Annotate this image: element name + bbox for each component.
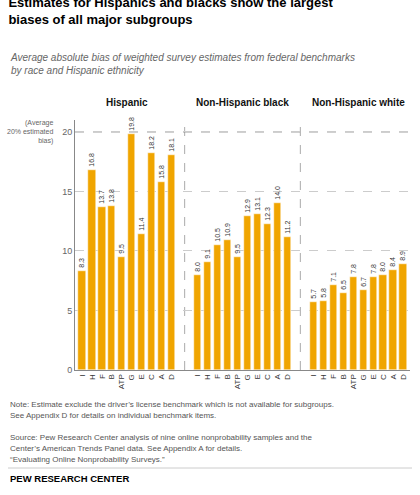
svg-text:See Appendix D for details on: See Appendix D for details on individual… bbox=[10, 411, 216, 420]
svg-text:I: I bbox=[309, 374, 318, 376]
svg-text:10: 10 bbox=[62, 246, 72, 256]
svg-text:8.9: 8.9 bbox=[399, 251, 406, 261]
svg-text:6.7: 6.7 bbox=[360, 277, 367, 287]
svg-text:H: H bbox=[203, 374, 212, 380]
svg-text:7.8: 7.8 bbox=[370, 264, 377, 274]
svg-text:13.1: 13.1 bbox=[254, 197, 261, 211]
svg-text:20: 20 bbox=[62, 127, 72, 137]
svg-text:9.5: 9.5 bbox=[234, 244, 241, 254]
svg-text:11.4: 11.4 bbox=[138, 218, 145, 231]
svg-text:ATP: ATP bbox=[349, 374, 358, 389]
svg-text:E: E bbox=[137, 374, 146, 379]
svg-text:Source: Pew Research Center an: Source: Pew Research Center analysis of … bbox=[10, 433, 313, 442]
svg-text:8.3: 8.3 bbox=[78, 258, 85, 268]
svg-text:14.0: 14.0 bbox=[274, 186, 281, 200]
svg-text:Center’s American Trends Panel: Center’s American Trends Panel data. See… bbox=[10, 444, 242, 453]
svg-text:A: A bbox=[273, 374, 282, 380]
svg-text:H: H bbox=[88, 374, 97, 380]
svg-text:19.8: 19.8 bbox=[128, 117, 135, 131]
svg-text:I: I bbox=[193, 374, 202, 376]
svg-text:“Evaluating Online Nonprobabil: “Evaluating Online Nonprobability Survey… bbox=[10, 455, 165, 464]
svg-text:C: C bbox=[263, 374, 272, 380]
svg-text:9.1: 9.1 bbox=[204, 249, 211, 259]
svg-text:D: D bbox=[283, 374, 292, 380]
svg-text:0: 0 bbox=[67, 365, 72, 375]
svg-text:F: F bbox=[98, 374, 107, 379]
svg-text:Hispanic: Hispanic bbox=[106, 97, 148, 108]
svg-text:G: G bbox=[127, 374, 136, 380]
svg-text:Estimates for Hispanics and bl: Estimates for Hispanics and blacks show … bbox=[8, 0, 333, 27]
svg-text:Non-Hispanic black: Non-Hispanic black bbox=[196, 97, 289, 108]
svg-text:Non-Hispanic white: Non-Hispanic white bbox=[312, 97, 405, 108]
svg-text:D: D bbox=[399, 374, 408, 380]
svg-text:8.0: 8.0 bbox=[194, 262, 201, 272]
svg-text:A: A bbox=[389, 374, 398, 380]
svg-text:E: E bbox=[253, 374, 262, 379]
svg-text:12.3: 12.3 bbox=[264, 207, 271, 221]
svg-text:G: G bbox=[359, 374, 368, 380]
svg-text:8.4: 8.4 bbox=[389, 257, 396, 267]
svg-text:7.8: 7.8 bbox=[350, 264, 357, 274]
svg-text:F: F bbox=[329, 374, 338, 379]
svg-text:D: D bbox=[167, 374, 176, 380]
svg-text:B: B bbox=[339, 374, 348, 379]
svg-text:15.8: 15.8 bbox=[158, 165, 165, 179]
svg-text:ATP: ATP bbox=[233, 374, 242, 389]
svg-text:13.7: 13.7 bbox=[98, 190, 105, 204]
svg-text:PEW RESEARCH CENTER: PEW RESEARCH CENTER bbox=[10, 473, 129, 484]
svg-text:6.5: 6.5 bbox=[340, 280, 347, 290]
svg-text:Average absolute bias of weigh: Average absolute bias of weighted survey… bbox=[10, 52, 355, 76]
svg-text:H: H bbox=[319, 374, 328, 380]
svg-text:(Average20% estimatedbias): (Average20% estimatedbias) bbox=[7, 119, 53, 145]
svg-text:15: 15 bbox=[62, 187, 72, 197]
svg-text:5.8: 5.8 bbox=[320, 288, 327, 298]
svg-text:B: B bbox=[107, 374, 116, 379]
svg-text:12.9: 12.9 bbox=[244, 199, 251, 213]
svg-text:7.1: 7.1 bbox=[330, 272, 337, 282]
svg-text:10.9: 10.9 bbox=[224, 223, 231, 237]
svg-text:A: A bbox=[157, 374, 166, 380]
svg-text:F: F bbox=[213, 374, 222, 379]
svg-text:B: B bbox=[223, 374, 232, 379]
svg-text:Note: Estimate exclude the dri: Note: Estimate exclude the driver’s lice… bbox=[10, 400, 334, 409]
svg-text:8.0: 8.0 bbox=[379, 262, 386, 272]
svg-text:18.2: 18.2 bbox=[148, 136, 155, 150]
svg-text:ATP: ATP bbox=[117, 374, 126, 389]
svg-text:16.8: 16.8 bbox=[88, 153, 95, 167]
svg-text:18.1: 18.1 bbox=[168, 138, 175, 152]
svg-text:5.7: 5.7 bbox=[310, 289, 317, 299]
svg-text:10.5: 10.5 bbox=[214, 228, 221, 242]
svg-text:13.8: 13.8 bbox=[108, 189, 115, 203]
svg-text:E: E bbox=[369, 374, 378, 379]
svg-text:C: C bbox=[379, 374, 388, 380]
svg-text:G: G bbox=[243, 374, 252, 380]
svg-text:9.5: 9.5 bbox=[118, 244, 125, 254]
svg-text:5: 5 bbox=[67, 306, 72, 316]
svg-text:I: I bbox=[78, 374, 87, 376]
svg-text:C: C bbox=[147, 374, 156, 380]
svg-text:11.2: 11.2 bbox=[284, 221, 291, 234]
